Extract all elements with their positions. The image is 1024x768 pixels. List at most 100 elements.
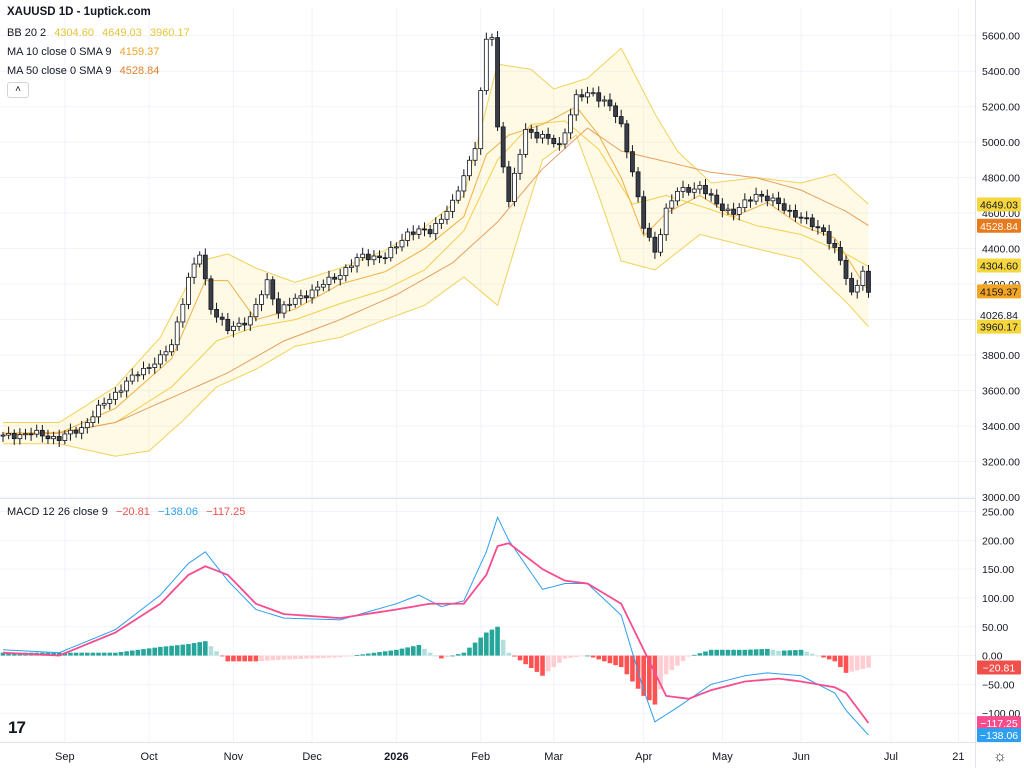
legend-bollinger[interactable]: BB 20 2 4304.60 4649.03 3960.17 (7, 26, 195, 40)
bollinger-fill (3, 48, 869, 457)
price-tick-label: 3000.00 (982, 492, 1020, 504)
candle-body (467, 159, 472, 177)
macd-histogram-bar (264, 655, 270, 661)
legend-ma50[interactable]: MA 50 close 0 SMA 9 4528.84 (7, 64, 164, 78)
macd-histogram-bar (821, 655, 826, 658)
price-tick-label: 4400.00 (982, 244, 1020, 256)
macd-hist-value: −20.81 (115, 506, 150, 518)
candle-body (742, 199, 748, 208)
macd-histogram-bar (618, 655, 624, 668)
macd-histogram-bar (51, 652, 56, 656)
candle-body (304, 295, 309, 299)
candle-body (506, 166, 512, 202)
bb-upper-value: 4649.03 (102, 27, 142, 39)
gear-icon[interactable]: ☼ (993, 749, 1007, 764)
candle-body (231, 325, 236, 331)
legend-ma10[interactable]: MA 10 close 0 SMA 9 4159.37 (7, 45, 164, 59)
time-tick-label: 2026 (384, 751, 408, 763)
bb-label: BB 20 2 (7, 27, 47, 39)
candle-body (186, 276, 191, 305)
macd-histogram-bar (433, 655, 439, 657)
macd-histogram-bar (860, 655, 866, 669)
bb-upper-tag-text: 4649.03 (980, 199, 1018, 211)
candle-body (663, 207, 669, 236)
macd-histogram-bar (90, 652, 96, 656)
candle-body (523, 129, 529, 155)
candle-body (826, 231, 832, 244)
tradingview-logo-icon[interactable]: 17 (8, 718, 26, 738)
candle-body (62, 433, 68, 441)
macd-tag-2-bg (977, 728, 1021, 743)
macd-histogram-bar (6, 652, 11, 656)
macd-histogram-bar (809, 653, 815, 656)
macd-tick-label: −50.00 (982, 679, 1015, 691)
macd-tick-label: 50.00 (982, 622, 1008, 634)
candle-body (275, 298, 281, 314)
macd-histogram-bar (781, 650, 787, 656)
macd-histogram-bar (85, 652, 90, 656)
macd-histogram-bar (455, 654, 461, 656)
macd-histogram-bar (675, 655, 680, 666)
macd-histogram-bar (658, 655, 663, 690)
macd-histogram-bar (349, 655, 354, 657)
macd-tag-1-bg (977, 716, 1021, 731)
macd-histogram-bar (630, 655, 635, 682)
macd-histogram-bar (281, 655, 287, 660)
macd-histogram-bar (686, 655, 691, 657)
ma10-tag: 4159.37 (977, 284, 1021, 299)
candle-body (292, 297, 298, 305)
macd-histogram-bar (219, 655, 225, 657)
macd-histogram-bar (394, 649, 399, 656)
macd-histogram-bar (467, 647, 472, 656)
collapse-legend-button[interactable]: ˄ (7, 82, 29, 98)
macd-histogram-bar (720, 649, 725, 656)
candle-body (433, 223, 439, 235)
candle-body (736, 207, 742, 215)
candle-body (703, 184, 708, 195)
macd-histogram-bar (843, 655, 849, 673)
candle-body (141, 367, 146, 376)
candle-body (90, 416, 96, 423)
candle-body (590, 92, 596, 95)
candle-body (422, 228, 427, 231)
candle-body (113, 391, 118, 400)
macd-histogram-bar (422, 648, 427, 656)
macd-histogram-bar (753, 649, 759, 656)
macd-tag-0-bg (977, 660, 1021, 675)
ma50-tag-text: 4528.84 (980, 221, 1018, 233)
macd-histogram-bar (96, 652, 101, 656)
candle-body (51, 436, 56, 440)
macd-histogram-bar (416, 645, 422, 656)
macd-histogram-bar (641, 655, 646, 696)
candle-body (601, 99, 607, 102)
candle-body (843, 259, 849, 279)
candle-body (646, 227, 652, 238)
ma50-line (2, 127, 869, 436)
candle-body (349, 265, 354, 268)
candle-body (169, 344, 175, 353)
bb-upper-tag: 4649.03 (977, 197, 1021, 212)
macd-histogram-bar (770, 649, 776, 656)
macd-histogram-bar (68, 652, 73, 656)
macd-histogram-bar (495, 626, 500, 656)
time-tick-label: Oct (141, 751, 158, 763)
macd-histogram-bar (101, 652, 107, 656)
candle-body (107, 398, 113, 404)
macd-histogram-bar (669, 655, 675, 670)
macd-histogram-bar (748, 649, 753, 656)
macd-histogram-bar (405, 647, 410, 656)
macd-histogram-bar (832, 655, 838, 662)
candle-body (259, 294, 264, 305)
macd-histogram-bar (596, 655, 602, 660)
candle-body (146, 367, 152, 369)
legend-macd[interactable]: MACD 12 26 close 9 −20.81 −138.06 −117.2… (7, 505, 250, 519)
macd-histogram-bar (506, 652, 512, 656)
macd-histogram-bar (236, 655, 242, 662)
candle-body (118, 390, 124, 393)
macd-histogram-bar (298, 655, 304, 659)
macd-histogram-bar (242, 655, 247, 662)
macd-histogram-bar (731, 649, 736, 656)
price-tick-label: 3400.00 (982, 421, 1020, 433)
macd-histogram-bar (478, 637, 483, 656)
